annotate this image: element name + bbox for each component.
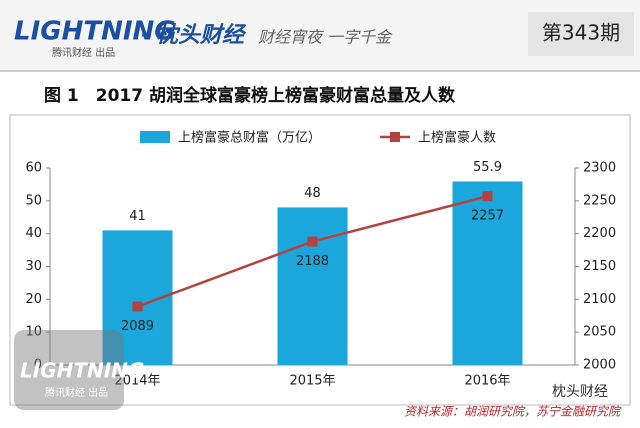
y2-tick-label: 2150 bbox=[583, 259, 616, 274]
line-point bbox=[482, 191, 493, 202]
bar bbox=[277, 207, 348, 365]
y2-tick-label: 2300 bbox=[583, 161, 616, 176]
legend-label: 上榜富豪总财富（万亿） bbox=[178, 130, 321, 146]
y2-tick-label: 2100 bbox=[583, 292, 616, 307]
y-tick-label: 0 bbox=[34, 358, 42, 373]
line-label: 2089 bbox=[121, 319, 154, 334]
logo-sub: 腾讯财经 出品 bbox=[52, 46, 115, 59]
line-point bbox=[307, 236, 318, 247]
watermark-bg bbox=[14, 330, 124, 410]
watermark-sub: 腾讯财经 出品 bbox=[45, 386, 108, 399]
issue-box bbox=[528, 12, 634, 56]
x-tick-label: 2016年 bbox=[464, 374, 510, 389]
chart-title: 图 1 2017 胡润全球富豪榜上榜富豪财富总量及人数 bbox=[44, 85, 456, 106]
line-label: 2188 bbox=[296, 254, 329, 269]
issue: 第343期 bbox=[542, 21, 620, 45]
chart-frame bbox=[9, 114, 631, 406]
watermark-account: 枕头财经 bbox=[552, 384, 608, 400]
legend-swatch bbox=[140, 131, 170, 143]
y-tick-label: 30 bbox=[25, 259, 42, 274]
logo: LIGHTNING bbox=[14, 17, 176, 47]
bar-label: 48 bbox=[304, 186, 321, 201]
y-tick-label: 10 bbox=[25, 325, 42, 340]
y2-tick-label: 2000 bbox=[583, 358, 616, 373]
x-tick-label: 2014年 bbox=[114, 374, 160, 389]
y-tick-label: 20 bbox=[25, 292, 42, 307]
line-point bbox=[132, 301, 143, 312]
brand: · 枕头财经 bbox=[140, 22, 247, 48]
legend-label: 上榜富豪人数 bbox=[418, 130, 496, 146]
bar bbox=[452, 181, 523, 365]
line-label: 2257 bbox=[471, 209, 504, 224]
y-tick-label: 60 bbox=[25, 161, 42, 176]
legend-swatch bbox=[390, 132, 400, 142]
y2-tick-label: 2250 bbox=[583, 193, 616, 208]
bar-label: 55.9 bbox=[473, 160, 502, 175]
slogan: 财经宵夜 一字千金 bbox=[258, 28, 393, 47]
y2-tick-label: 2200 bbox=[583, 226, 616, 241]
watermark-logo: LIGHTNING bbox=[20, 359, 144, 383]
plot: 0 10 20 30 40 50 60 2000 2050 2100 2150 2200 2250 230… bbox=[25, 130, 616, 389]
y-tick-label: 40 bbox=[25, 226, 42, 241]
x-tick-label: 2015年 bbox=[289, 374, 335, 389]
y-tick-label: 50 bbox=[25, 193, 42, 208]
bar-label: 41 bbox=[129, 209, 146, 224]
y2-tick-label: 2050 bbox=[583, 325, 616, 340]
source: 资料来源：胡润研究院，苏宁金融研究院 bbox=[404, 405, 622, 419]
